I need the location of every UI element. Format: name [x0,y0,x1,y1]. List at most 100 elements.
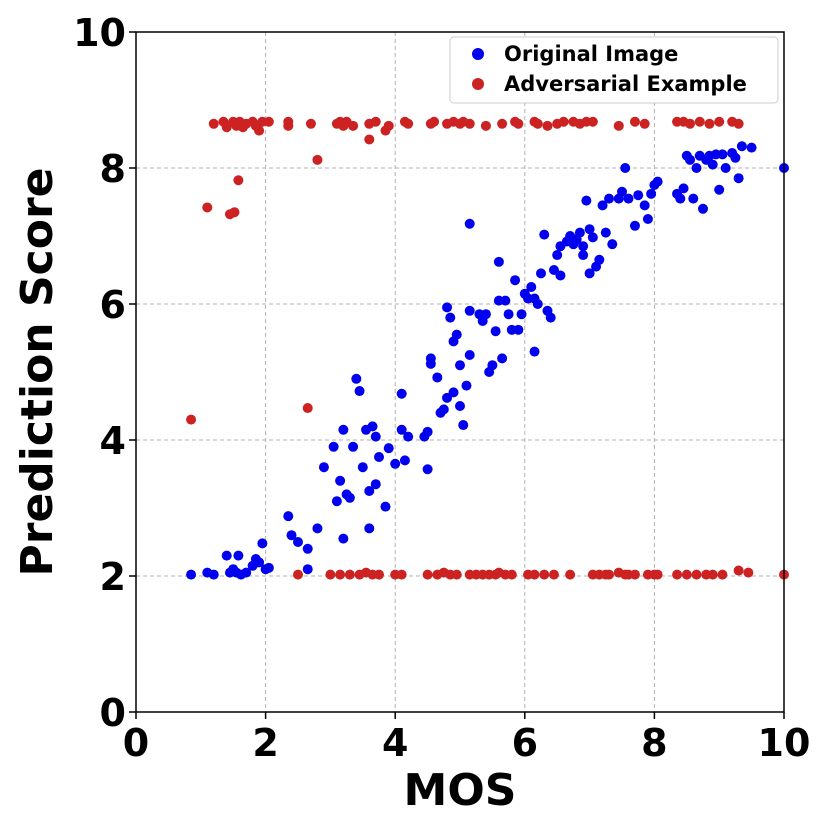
y-tick-label: 2 [100,555,126,599]
adversarial-example-point [685,118,696,129]
adversarial-example-point [480,120,491,131]
original-image-point [629,220,640,231]
adversarial-example-point [532,118,543,129]
y-tick-label: 4 [100,419,126,463]
original-image-point [607,239,618,250]
original-image-point [286,530,297,541]
original-image-point [432,372,443,383]
original-image-point [396,388,407,399]
original-image-point [500,295,511,306]
adversarial-example-point [707,569,718,580]
original-image-point [464,218,475,229]
adversarial-example-point [374,569,384,580]
original-image-point [348,441,359,452]
original-image-point [720,163,731,173]
original-image-point [370,479,381,490]
original-image-point [302,543,313,554]
original-image-point [464,305,475,316]
x-axis-title: MOS [404,765,517,816]
x-tick-label: 10 [758,721,811,765]
original-image-point [328,441,339,452]
original-image-point [357,462,368,473]
adversarial-example-point [293,569,303,580]
adversarial-example-point [422,569,433,580]
adversarial-example-point [403,118,414,129]
y-tick-label: 6 [100,283,126,327]
legend-label-original-image: Original Image [504,42,678,66]
original-image-point [581,195,592,206]
legend-box [449,36,779,104]
adversarial-example-point [283,116,294,127]
original-image-point [532,299,543,309]
original-image-point [545,312,556,323]
adversarial-example-point [506,569,517,580]
original-image-point [335,475,346,486]
original-image-point [380,501,391,512]
adversarial-example-point [587,116,598,127]
y-axis-title: Prediction Score [12,168,63,577]
original-image-point [513,324,524,335]
original-image-point [688,193,699,204]
adversarial-example-point [733,565,744,576]
adversarial-example-point [348,120,359,131]
original-image-point [445,312,456,323]
original-image-point [552,250,563,261]
adversarial-example-point [513,118,524,129]
original-image-point [600,227,611,238]
adversarial-example-point [464,118,475,129]
y-tick-label: 10 [73,11,126,55]
adversarial-example-point [639,118,650,129]
adversarial-example-point [558,116,569,127]
original-image-point [403,431,414,442]
original-image-point [254,557,265,568]
original-image-point [730,152,741,163]
adversarial-example-point [302,403,313,414]
original-image-point [503,309,514,320]
original-image-point [458,420,469,431]
adversarial-example-point [548,569,559,580]
adversarial-example-point [305,118,316,129]
adversarial-example-point [529,569,540,580]
original-image-point [691,163,702,173]
adversarial-example-point [186,414,197,425]
adversarial-example-point [344,569,355,580]
original-image-point [675,193,686,204]
original-image-point [351,373,362,384]
original-image-point [536,268,546,279]
original-image-point [302,564,313,575]
original-image-point [633,190,644,201]
adversarial-example-point [539,569,550,580]
original-image-point [338,424,349,435]
original-image-point [318,462,329,473]
original-image-point [733,173,744,184]
original-image-point [354,386,365,397]
adversarial-example-point [233,175,244,186]
adversarial-example-point [335,569,346,580]
original-image-point [455,360,465,371]
original-image-point [263,562,274,573]
original-image-point [455,401,465,411]
original-image-point [678,183,689,194]
adversarial-example-point [254,125,265,136]
original-image-point [186,569,197,580]
original-image-point [487,360,498,371]
original-image-point [367,421,378,432]
adversarial-example-point [613,120,624,131]
legend-marker-adversarial-example [472,78,484,90]
original-image-point [652,176,663,187]
adversarial-example-point [396,569,407,580]
original-image-point [510,275,521,286]
original-image-point [497,353,508,364]
original-image-point [374,452,384,462]
x-tick-label: 6 [512,721,538,765]
x-tick-label: 2 [252,721,278,765]
adversarial-example-point [542,120,553,131]
original-image-point [221,550,232,561]
original-image-point [241,567,252,578]
original-image-point [623,193,634,204]
original-image-point [399,455,410,466]
plot-area-frame [135,31,785,713]
adversarial-example-point [263,116,274,127]
original-image-point [587,232,598,243]
